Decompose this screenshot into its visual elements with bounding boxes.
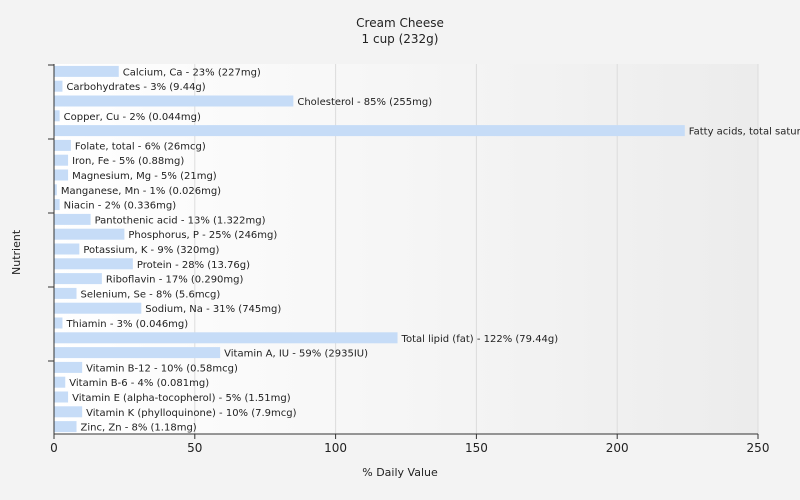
bar <box>54 154 69 166</box>
bar-label: Calcium, Ca - 23% (227mg) <box>123 67 261 78</box>
bar-label: Potassium, K - 9% (320mg) <box>83 245 219 256</box>
bar-label: Magnesium, Mg - 5% (21mg) <box>72 171 217 182</box>
bar <box>54 110 60 122</box>
x-tick-label: 150 <box>465 441 488 455</box>
bar <box>54 258 133 270</box>
bar <box>54 391 69 403</box>
bar <box>54 213 91 225</box>
chart-subtitle: 1 cup (232g) <box>361 32 439 46</box>
bar-label: Vitamin B-6 - 4% (0.081mg) <box>69 378 209 389</box>
bar <box>54 302 142 314</box>
x-tick-label: 50 <box>187 441 202 455</box>
bar-label: Copper, Cu - 2% (0.044mg) <box>64 112 201 123</box>
bar <box>54 184 57 196</box>
bar <box>54 80 63 92</box>
y-axis-label: Nutrient <box>10 229 23 275</box>
bar-label: Thiamin - 3% (0.046mg) <box>65 319 188 330</box>
chart-title: Cream Cheese <box>356 16 444 30</box>
bar <box>54 125 685 137</box>
bar-label: Selenium, Se - 8% (5.6mcg) <box>81 289 221 300</box>
bar-label: Folate, total - 6% (26mcg) <box>75 141 206 152</box>
bar <box>54 406 83 418</box>
bar <box>54 376 66 388</box>
bar-label: Riboflavin - 17% (0.290mg) <box>106 275 244 286</box>
bar-label: Niacin - 2% (0.336mg) <box>64 201 177 212</box>
bar-label: Fatty acids, total saturated - 224% (44.… <box>689 127 800 138</box>
bar <box>54 332 398 344</box>
bar <box>54 243 80 255</box>
bar-label: Total lipid (fat) - 122% (79.44g) <box>401 334 559 345</box>
x-tick-label: 100 <box>324 441 347 455</box>
bar <box>54 169 69 181</box>
bar <box>54 139 71 151</box>
bar-label: Pantothenic acid - 13% (1.322mg) <box>95 215 266 226</box>
bar <box>54 65 119 77</box>
x-axis-label: % Daily Value <box>362 466 438 479</box>
bar-label: Sodium, Na - 31% (745mg) <box>145 304 281 315</box>
bar-label: Manganese, Mn - 1% (0.026mg) <box>61 186 221 197</box>
bar-label: Zinc, Zn - 8% (1.18mg) <box>81 423 197 434</box>
bar <box>54 199 60 211</box>
bar-label: Iron, Fe - 5% (0.88mg) <box>72 156 184 167</box>
bar <box>54 95 294 107</box>
x-tick-label: 200 <box>606 441 629 455</box>
bar <box>54 228 125 240</box>
bar-label: Vitamin A, IU - 59% (2935IU) <box>224 349 368 360</box>
bar-label: Vitamin E (alpha-tocopherol) - 5% (1.51m… <box>72 393 291 404</box>
bar <box>54 421 77 433</box>
bar-label: Vitamin K (phylloquinone) - 10% (7.9mcg) <box>86 408 296 419</box>
x-tick-label: 0 <box>50 441 58 455</box>
bar-label: Vitamin B-12 - 10% (0.58mcg) <box>86 363 238 374</box>
bar-label: Phosphorus, P - 25% (246mg) <box>128 230 277 241</box>
bar <box>54 347 221 359</box>
bar-label: Cholesterol - 85% (255mg) <box>297 97 432 108</box>
bar-label: Carbohydrates - 3% (9.44g) <box>66 82 205 93</box>
bar <box>54 361 83 373</box>
x-tick-label: 250 <box>747 441 770 455</box>
bar-label: Protein - 28% (13.76g) <box>137 260 250 271</box>
bar <box>54 273 102 285</box>
bar <box>54 317 63 329</box>
bar <box>54 287 77 299</box>
